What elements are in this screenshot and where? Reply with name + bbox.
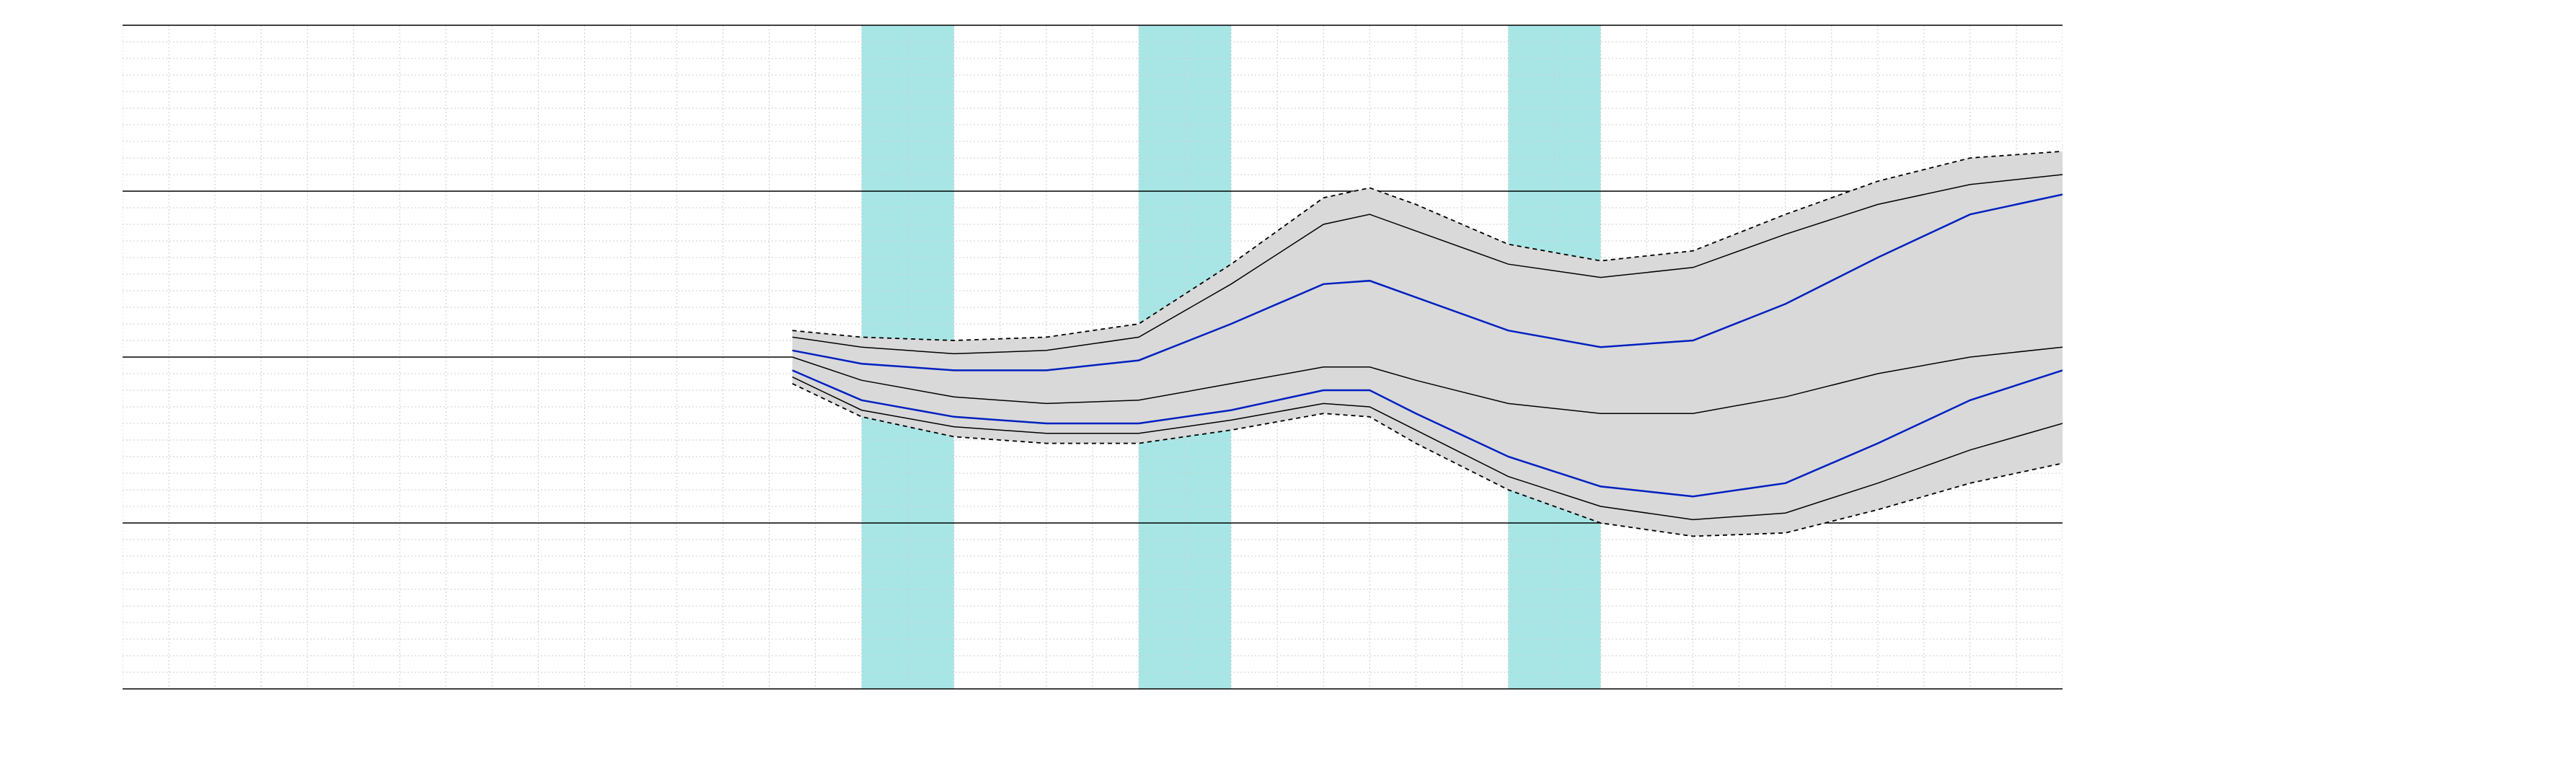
chart-svg	[7, 7, 2576, 767]
water-level-forecast-figure	[7, 7, 2576, 767]
